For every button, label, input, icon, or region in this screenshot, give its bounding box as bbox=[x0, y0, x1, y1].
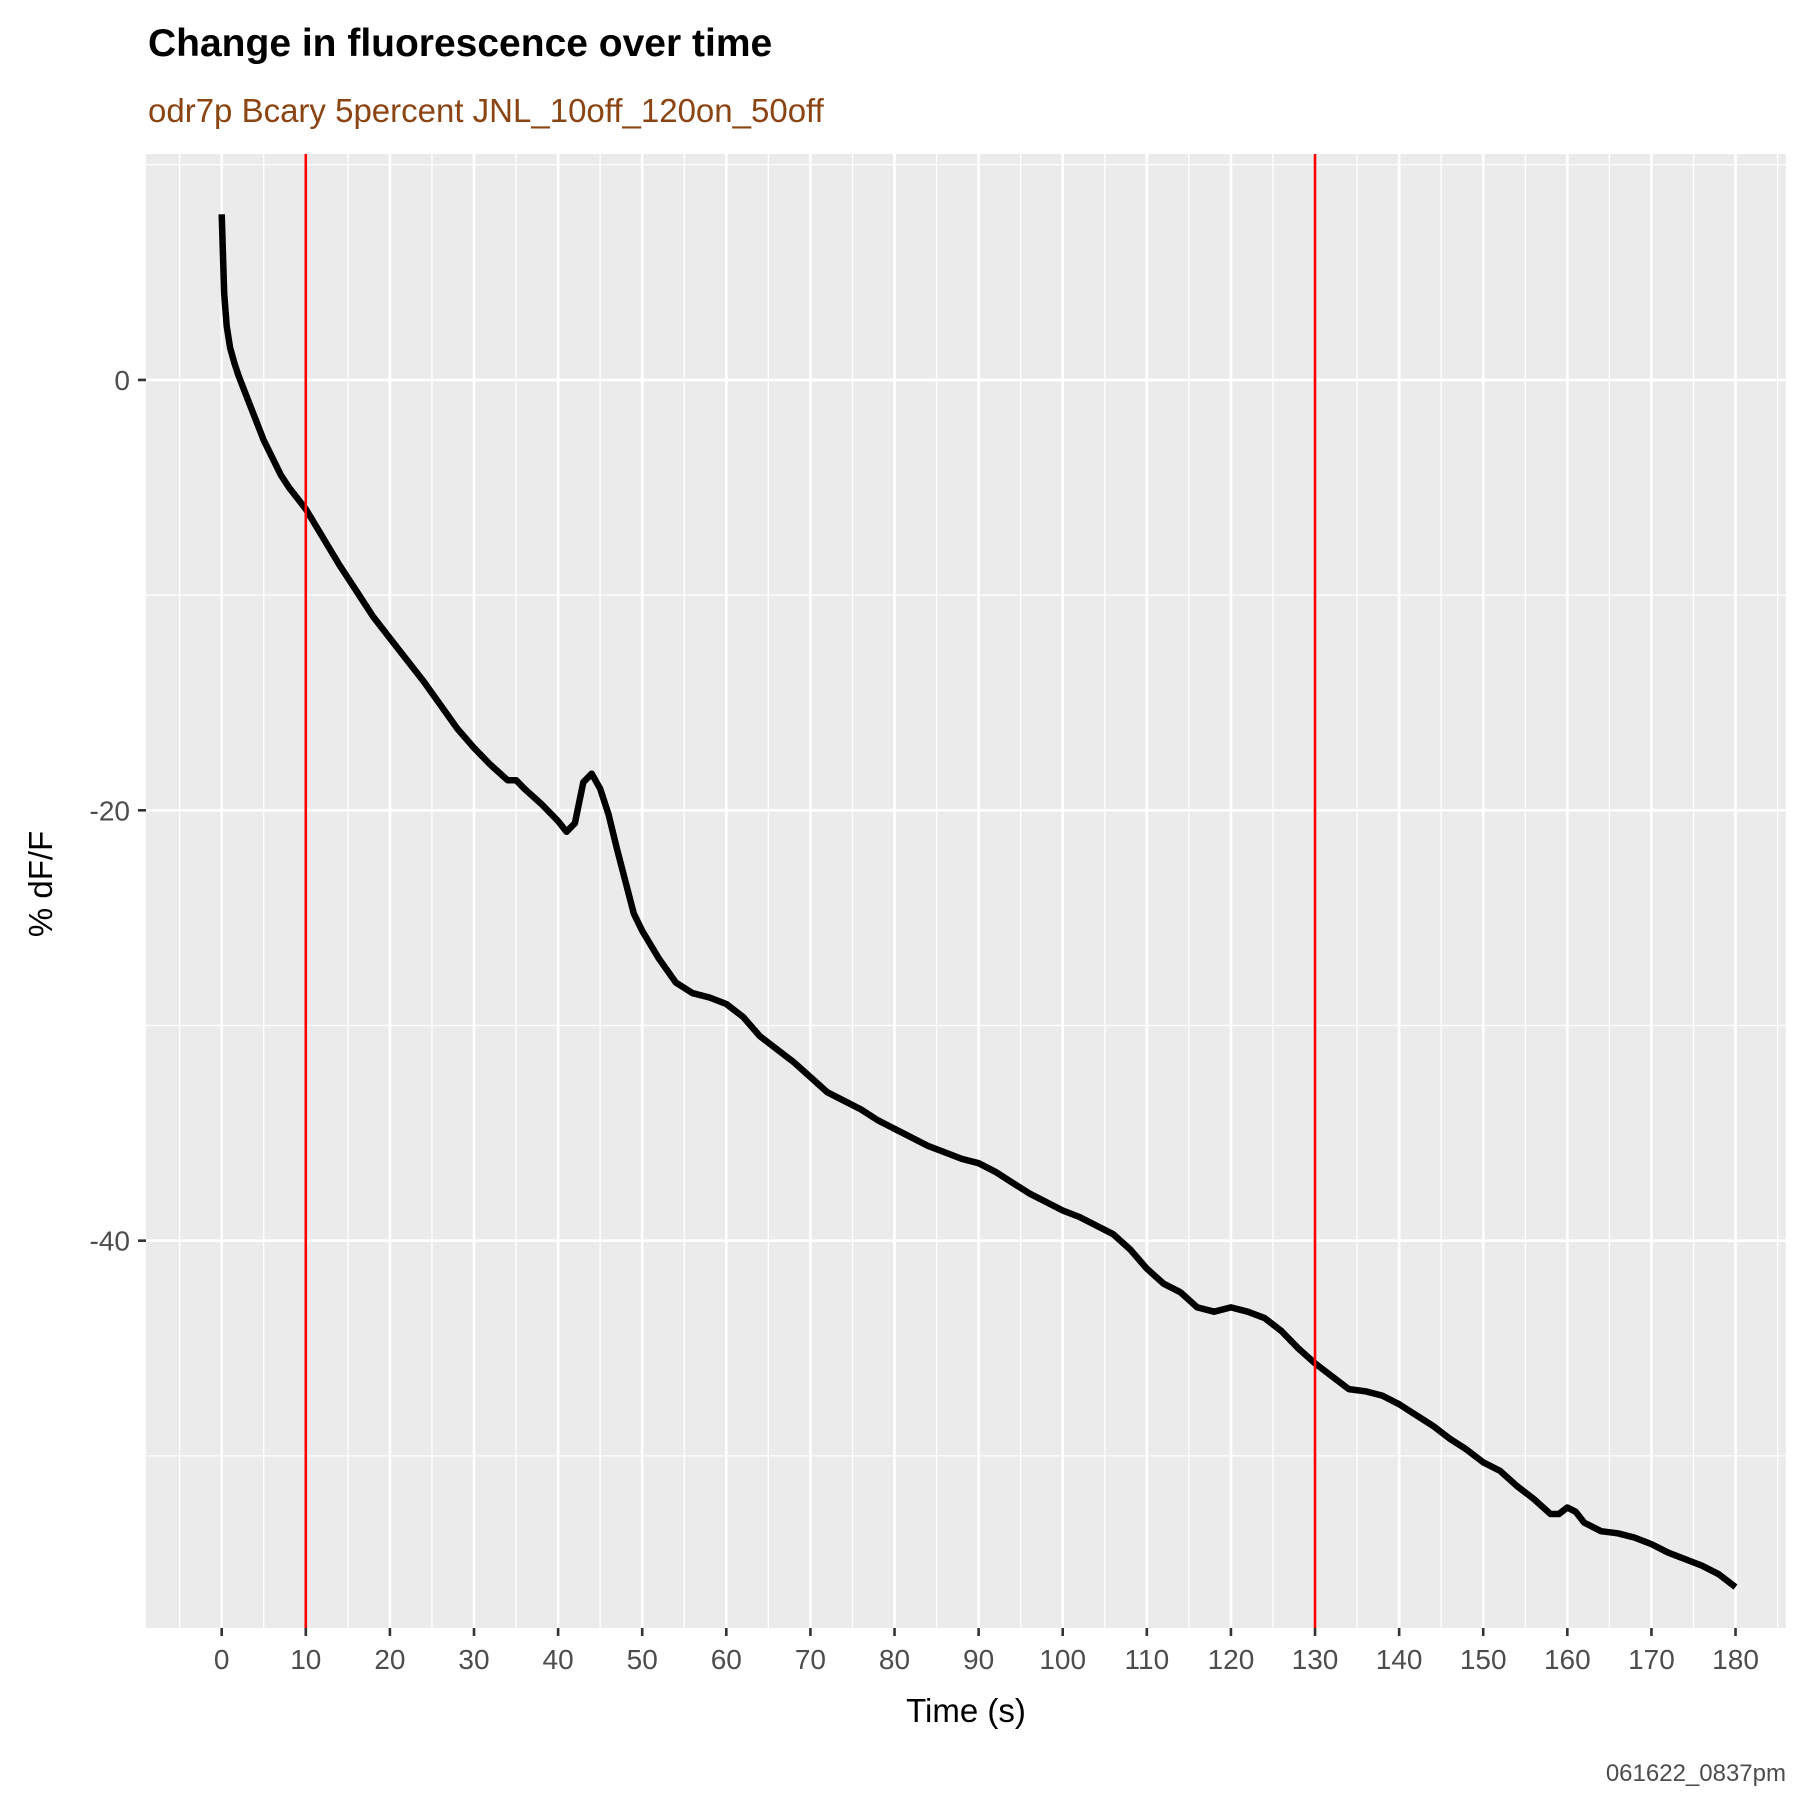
x-tick-label: 50 bbox=[627, 1644, 658, 1675]
y-axis-title: % dF/F bbox=[22, 831, 59, 937]
x-tick-label: 140 bbox=[1376, 1644, 1423, 1675]
x-tick-label: 120 bbox=[1208, 1644, 1255, 1675]
chart-subtitle: odr7p Bcary 5percent JNL_10off_120on_50o… bbox=[148, 92, 825, 129]
y-tick-label: 0 bbox=[114, 365, 130, 396]
x-tick-label: 10 bbox=[290, 1644, 321, 1675]
x-tick-label: 130 bbox=[1292, 1644, 1339, 1675]
y-tick-label: -40 bbox=[90, 1226, 130, 1257]
panel-background bbox=[146, 154, 1786, 1628]
chart-title: Change in fluorescence over time bbox=[148, 22, 772, 65]
y-tick-label: -20 bbox=[90, 795, 130, 826]
chart-caption: 061622_0837pm bbox=[1606, 1760, 1786, 1787]
x-tick-label: 90 bbox=[963, 1644, 994, 1675]
plot-panel bbox=[146, 154, 1786, 1628]
series-line bbox=[218, 214, 1738, 1590]
x-tick-label: 170 bbox=[1628, 1644, 1675, 1675]
x-tick-label: 30 bbox=[458, 1644, 489, 1675]
x-tick-label: 180 bbox=[1712, 1644, 1759, 1675]
x-axis: 0 10 20 30 40 50 60 70 80 90 100 110 120 130 140 150 160… bbox=[214, 1628, 1759, 1675]
x-tick-label: 60 bbox=[711, 1644, 742, 1675]
x-tick-label: 0 bbox=[214, 1644, 230, 1675]
x-tick-label: 40 bbox=[543, 1644, 574, 1675]
x-tick-label: 150 bbox=[1460, 1644, 1507, 1675]
y-axis: 0 -20 -40 bbox=[90, 365, 146, 1257]
x-tick-label: 110 bbox=[1125, 1644, 1170, 1675]
x-tick-label: 70 bbox=[795, 1644, 826, 1675]
x-tick-label: 80 bbox=[879, 1644, 910, 1675]
x-tick-label: 20 bbox=[374, 1644, 405, 1675]
x-tick-label: 100 bbox=[1039, 1644, 1086, 1675]
x-tick-label: 160 bbox=[1544, 1644, 1591, 1675]
x-axis-title: Time (s) bbox=[906, 1692, 1026, 1729]
